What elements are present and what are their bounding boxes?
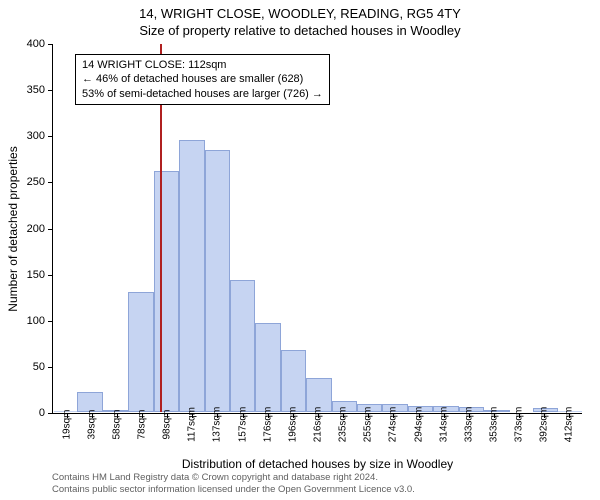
y-tick: 200 — [27, 223, 53, 235]
y-tick: 300 — [27, 130, 53, 142]
title-line1: 14, WRIGHT CLOSE, WOODLEY, READING, RG5 … — [0, 0, 600, 21]
x-tick: 333sqm — [456, 413, 481, 463]
bar — [281, 350, 306, 412]
annotation-line1: 14 WRIGHT CLOSE: 112sqm — [82, 58, 323, 72]
footer-line1: Contains HM Land Registry data © Crown c… — [52, 472, 415, 484]
annotation-line2: ← 46% of detached houses are smaller (62… — [82, 72, 323, 86]
x-tick: 373sqm — [507, 413, 532, 463]
x-tick: 274sqm — [381, 413, 406, 463]
bar — [255, 323, 280, 412]
x-tick: 216sqm — [305, 413, 330, 463]
y-axis-label: Number of detached properties — [6, 146, 20, 311]
x-tick: 19sqm — [54, 413, 79, 463]
annotation-line3: 53% of semi-detached houses are larger (… — [82, 87, 323, 101]
x-tick: 39sqm — [79, 413, 104, 463]
x-tick: 314sqm — [431, 413, 456, 463]
x-tick: 196sqm — [280, 413, 305, 463]
footer-line2: Contains public sector information licen… — [52, 484, 415, 496]
bar — [154, 171, 179, 412]
title-line2: Size of property relative to detached ho… — [0, 21, 600, 38]
y-tick: 0 — [39, 407, 53, 419]
x-tick: 294sqm — [406, 413, 431, 463]
y-tick: 400 — [27, 38, 53, 50]
x-tick: 117sqm — [180, 413, 205, 463]
y-tick: 250 — [27, 176, 53, 188]
x-axis-label: Distribution of detached houses by size … — [182, 457, 453, 471]
xticks-group: 19sqm39sqm58sqm78sqm98sqm117sqm137sqm157… — [54, 413, 582, 463]
y-tick: 150 — [27, 269, 53, 281]
bar — [128, 292, 153, 412]
x-tick: 412sqm — [557, 413, 582, 463]
bar — [230, 280, 255, 412]
y-tick: 50 — [33, 361, 53, 373]
x-tick: 78sqm — [129, 413, 154, 463]
y-tick: 350 — [27, 84, 53, 96]
x-tick: 176sqm — [255, 413, 280, 463]
bar — [205, 150, 230, 412]
x-tick: 157sqm — [230, 413, 255, 463]
x-tick: 235sqm — [331, 413, 356, 463]
annotation-box: 14 WRIGHT CLOSE: 112sqm ← 46% of detache… — [75, 54, 330, 105]
bar — [179, 140, 204, 412]
x-tick: 137sqm — [205, 413, 230, 463]
x-tick: 353sqm — [481, 413, 506, 463]
plot-area: 14 WRIGHT CLOSE: 112sqm ← 46% of detache… — [52, 44, 582, 414]
chart-area: 14 WRIGHT CLOSE: 112sqm ← 46% of detache… — [52, 44, 582, 414]
x-tick: 255sqm — [356, 413, 381, 463]
x-tick: 98sqm — [155, 413, 180, 463]
y-tick: 100 — [27, 315, 53, 327]
x-tick: 392sqm — [532, 413, 557, 463]
x-tick: 58sqm — [104, 413, 129, 463]
footer-attribution: Contains HM Land Registry data © Crown c… — [52, 472, 415, 496]
chart-container: 14, WRIGHT CLOSE, WOODLEY, READING, RG5 … — [0, 0, 600, 500]
